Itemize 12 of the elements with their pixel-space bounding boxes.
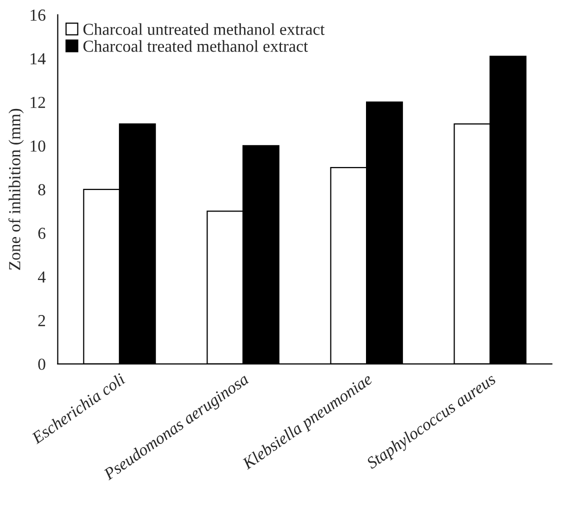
y-axis-title: Zone of inhibition (mm): [8, 108, 24, 270]
y-tick-label: 16: [30, 10, 46, 21]
y-tick-label: 8: [38, 184, 46, 196]
y-tick-label: 6: [38, 228, 46, 239]
legend-label: Charcoal untreated methanol extract: [83, 23, 325, 35]
y-tick-label: 14: [30, 53, 46, 64]
legend-label: Charcoal treated methanol extract: [83, 40, 308, 52]
y-tick-label: 2: [38, 315, 46, 326]
y-tick-label: 4: [38, 271, 46, 282]
y-tick-label: 10: [30, 140, 46, 152]
y-tick-label: 0: [38, 358, 46, 370]
y-tick-label: 12: [30, 96, 46, 108]
